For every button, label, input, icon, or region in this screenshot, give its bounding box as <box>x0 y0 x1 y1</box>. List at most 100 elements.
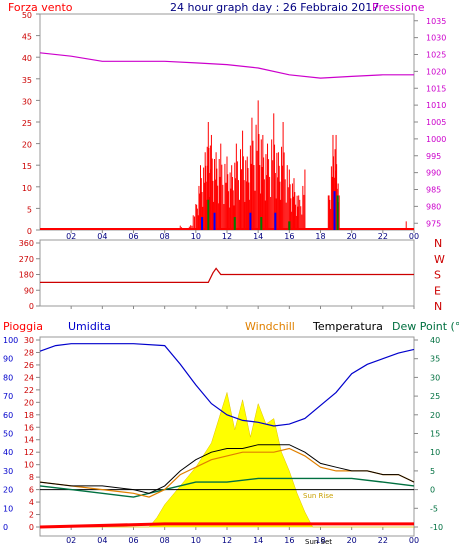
tick-label-compass: S <box>434 269 441 282</box>
tick-label-wind: 40 <box>22 54 32 63</box>
tick-label-pressure: 995 <box>426 152 441 161</box>
tick-label-rain: 8 <box>29 473 34 482</box>
tick-label-rain: 6 <box>29 486 34 495</box>
tick-label-time: 18 <box>315 232 325 241</box>
tick-label-rain: 16 <box>24 423 34 432</box>
tick-label-temperature: -5 <box>430 504 438 513</box>
temperature-line <box>39 444 415 494</box>
tick-label-time: 06 <box>128 536 138 545</box>
wind-pressure-plot: 0510152025303540455097598098599099510001… <box>22 11 447 241</box>
tick-label-rain: 22 <box>24 386 34 395</box>
tick-label-temperature: 40 <box>430 336 440 345</box>
tick-label-time: 16 <box>284 536 294 545</box>
tick-label-time: 12 <box>222 536 232 545</box>
tick-label-direction: 270 <box>19 255 34 264</box>
tick-label-rain: 2 <box>29 511 34 520</box>
tick-label-rain: 20 <box>24 398 34 407</box>
tick-label-wind: 35 <box>22 76 32 85</box>
tick-label-wind: 45 <box>22 33 32 42</box>
tick-label-rain: 4 <box>29 498 34 507</box>
tick-label-temperature: 20 <box>430 411 440 420</box>
tick-label-time: 10 <box>191 536 201 545</box>
tick-label-rain: 28 <box>24 348 34 357</box>
header-right-label: Pressione <box>372 1 425 14</box>
tick-label-humidity: 70 <box>3 392 13 401</box>
tick-label-time: 04 <box>97 536 107 545</box>
tick-label-time: 12 <box>222 232 232 241</box>
direction-line <box>40 267 414 283</box>
tick-label-rain: 24 <box>24 373 34 382</box>
tick-label-direction: 90 <box>24 286 34 295</box>
tick-label-humidity: 90 <box>3 355 13 364</box>
solar-fill <box>40 392 414 528</box>
tick-label-time: 02 <box>66 232 76 241</box>
tick-label-time: 18 <box>315 536 325 545</box>
tick-label-rain: 26 <box>24 361 34 370</box>
header-left-label: Forza vento <box>8 1 73 14</box>
tick-label-time: 20 <box>347 232 357 241</box>
tick-label-humidity: 30 <box>3 467 13 476</box>
tick-label-time: 22 <box>378 232 388 241</box>
tick-label-temperature: 10 <box>430 448 440 457</box>
tick-label-pressure: 1010 <box>426 101 446 110</box>
tick-label-pressure: 1025 <box>426 51 446 60</box>
tick-label-compass: N <box>434 237 442 250</box>
tick-label-pressure: 1005 <box>426 118 446 127</box>
tick-label-pressure: 990 <box>426 169 441 178</box>
label-windchill: Windchill <box>245 320 295 333</box>
tick-label-humidity: 20 <box>3 486 13 495</box>
label-rain: Pioggia <box>3 320 43 333</box>
tick-label-direction: 360 <box>19 239 34 248</box>
tick-label-rain: 14 <box>24 436 34 445</box>
tick-label-temperature: 5 <box>430 467 435 476</box>
panel-humidity-temp-frame <box>39 336 415 537</box>
page-title: 24 hour graph day : 26 Febbraio 2017 <box>170 1 379 14</box>
tick-label-rain: 18 <box>24 411 34 420</box>
pressure-line <box>39 52 414 79</box>
tick-label-time: 08 <box>160 536 170 545</box>
tick-label-temperature: 15 <box>430 430 440 439</box>
tick-label-time: 02 <box>66 536 76 545</box>
tick-label-humidity: 50 <box>3 430 13 439</box>
tick-label-time: 00 <box>409 536 419 545</box>
tick-label-wind: 10 <box>22 184 32 193</box>
label-temperature: Temperatura <box>312 320 383 333</box>
tick-label-time: 06 <box>128 232 138 241</box>
tick-label-humidity: 40 <box>3 448 13 457</box>
tick-label-wind: 0 <box>27 227 32 236</box>
tick-label-time: 08 <box>160 232 170 241</box>
tick-label-pressure: 1030 <box>426 34 446 43</box>
humidity-temperature-plot: 0102030405060708090100024681012141618202… <box>3 336 443 545</box>
tick-label-wind: 50 <box>22 11 32 20</box>
tick-label-compass: E <box>434 284 441 297</box>
tick-label-rain: 12 <box>24 448 34 457</box>
tick-label-pressure: 985 <box>426 186 441 195</box>
tick-label-wind: 5 <box>27 205 32 214</box>
tick-label-time: 16 <box>284 232 294 241</box>
tick-label-temperature: 30 <box>430 373 440 382</box>
tick-label-pressure: 1020 <box>426 67 446 76</box>
sunset-label: Sun Set <box>305 538 332 546</box>
tick-label-time: 14 <box>253 232 263 241</box>
tick-label-wind: 25 <box>22 119 32 128</box>
tick-label-humidity: 60 <box>3 411 13 420</box>
tick-label-pressure: 975 <box>426 219 441 228</box>
tick-label-wind: 15 <box>22 162 32 171</box>
tick-label-rain: 10 <box>24 461 34 470</box>
tick-label-direction: 180 <box>19 271 34 280</box>
tick-label-pressure: 1000 <box>426 135 446 144</box>
tick-label-compass: W <box>434 253 445 266</box>
tick-label-wind: 30 <box>22 97 32 106</box>
tick-label-time: 04 <box>97 232 107 241</box>
sunrise-label: Sun Rise <box>303 492 333 500</box>
dewpoint-line <box>39 477 415 498</box>
tick-label-humidity: 100 <box>3 336 18 345</box>
tick-label-temperature: 0 <box>430 486 435 495</box>
tick-label-time: 14 <box>253 536 263 545</box>
panel-direction-frame <box>39 239 415 307</box>
tick-label-rain: 30 <box>24 336 34 345</box>
tick-label-time: 00 <box>409 232 419 241</box>
